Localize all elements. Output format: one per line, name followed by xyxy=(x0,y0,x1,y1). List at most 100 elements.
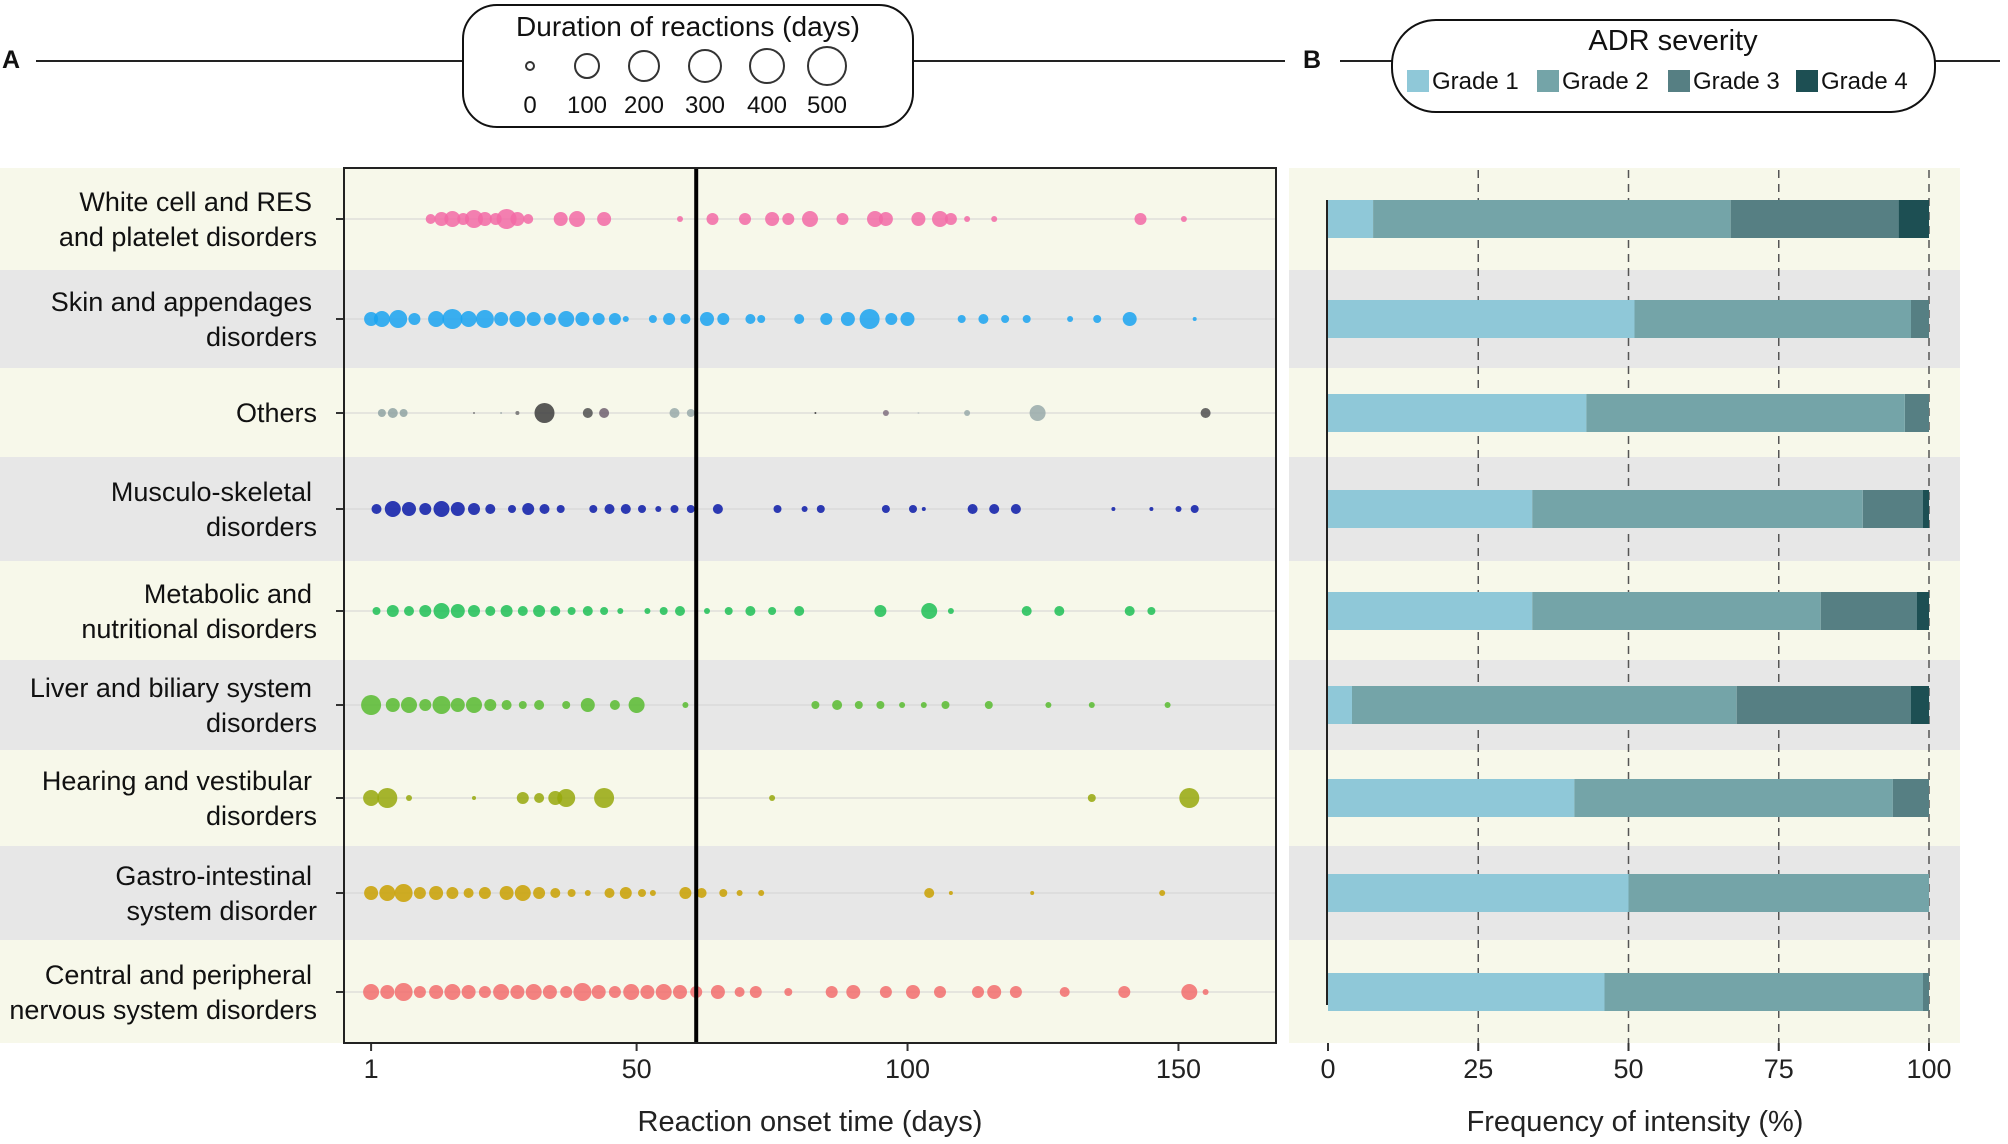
row-band-left xyxy=(0,457,344,561)
reaction-dot xyxy=(1147,607,1156,615)
reaction-dot xyxy=(413,887,426,899)
reaction-dot xyxy=(878,212,893,226)
dot-row xyxy=(363,788,1200,808)
reaction-dot xyxy=(622,316,629,322)
bar-segment xyxy=(1892,779,1929,817)
bar-segment xyxy=(1911,300,1929,338)
reaction-dot xyxy=(591,985,606,999)
reaction-dot xyxy=(516,792,529,804)
reaction-dot xyxy=(428,311,445,327)
reaction-dot xyxy=(619,887,632,899)
stacked-bar xyxy=(1328,300,1929,338)
x-tick-label: 0 xyxy=(1320,1054,1335,1084)
reaction-dot xyxy=(594,788,615,808)
row-band-left xyxy=(0,660,344,750)
bar-segment xyxy=(1911,686,1929,724)
dot-row xyxy=(425,209,1187,229)
reaction-dot xyxy=(669,408,680,418)
reaction-dot xyxy=(948,891,953,895)
reaction-dot xyxy=(991,216,998,222)
size-legend-label: 300 xyxy=(685,92,725,119)
bar-segment xyxy=(1328,973,1605,1011)
reaction-dot xyxy=(592,313,605,325)
reaction-dot xyxy=(719,889,728,897)
reaction-dot xyxy=(389,310,408,328)
row-labels: White cell and RES and platelet disorders… xyxy=(9,187,317,1025)
reaction-dot xyxy=(801,506,808,512)
reaction-dot xyxy=(402,502,416,516)
size-legend-circle xyxy=(749,48,785,84)
reaction-dot xyxy=(947,608,954,614)
reaction-dot xyxy=(406,795,412,801)
reaction-dot xyxy=(394,884,413,902)
reaction-dot xyxy=(749,986,762,998)
reaction-dot xyxy=(425,214,436,224)
severity-legend: ADR severity Grade 1 Grade 2 Grade 3 Grade … xyxy=(1391,19,1936,113)
bar-segment xyxy=(1352,686,1737,724)
stacked-bar xyxy=(1328,686,1929,724)
bar-segment xyxy=(1604,973,1923,1011)
reaction-dot xyxy=(500,605,513,617)
panel-b-x-axis-title: Frequency of intensity (%) xyxy=(1467,1106,1804,1138)
reaction-dot xyxy=(442,309,463,329)
size-legend-circle xyxy=(688,49,722,83)
reaction-dot xyxy=(608,986,621,998)
reaction-dot xyxy=(377,788,398,808)
reaction-dot xyxy=(463,888,474,898)
bar-segment xyxy=(1532,592,1821,630)
reaction-dot xyxy=(769,795,776,801)
reaction-dot xyxy=(465,210,483,228)
reaction-dot xyxy=(468,605,480,617)
reaction-dot xyxy=(517,606,528,616)
reaction-dot xyxy=(472,796,476,800)
reaction-dot xyxy=(1179,788,1200,808)
bar-segment xyxy=(1328,300,1635,338)
reaction-dot xyxy=(501,700,512,710)
bar-segment xyxy=(1898,200,1929,238)
reaction-dot xyxy=(509,311,526,327)
severity-legend-label: Grade 4 xyxy=(1821,68,1908,95)
reaction-dot xyxy=(1118,986,1131,998)
reaction-dot xyxy=(582,408,593,418)
stacked-bar xyxy=(1328,592,1929,630)
reaction-dot xyxy=(429,886,444,900)
reaction-dot xyxy=(1087,794,1096,802)
reaction-dot xyxy=(600,607,609,615)
reaction-dot xyxy=(859,309,880,329)
dot-row xyxy=(361,695,1171,715)
reaction-dot xyxy=(659,607,668,615)
bar-segment xyxy=(1328,779,1575,817)
reaction-dot xyxy=(364,312,379,326)
reaction-dot xyxy=(1093,315,1102,323)
reaction-dot xyxy=(768,607,777,615)
size-legend-label: 400 xyxy=(747,92,787,119)
reaction-dot xyxy=(686,505,695,513)
reaction-dot xyxy=(558,311,575,327)
reaction-dot xyxy=(620,504,631,514)
reaction-dot xyxy=(1059,987,1070,997)
reaction-dot xyxy=(526,312,541,326)
bar-segment xyxy=(1917,592,1929,630)
reaction-dot xyxy=(832,700,843,710)
severity-legend-title: ADR severity xyxy=(1588,25,1758,57)
bar-segment xyxy=(1328,592,1533,630)
size-legend-label: 0 xyxy=(523,92,536,119)
size-legend-label: 100 xyxy=(567,92,607,119)
row-band-left xyxy=(0,561,344,660)
reaction-dot xyxy=(567,607,576,615)
reaction-dot xyxy=(413,986,426,998)
row-band-left xyxy=(0,168,344,270)
row-label-line2: disorders xyxy=(206,322,317,352)
reaction-dot xyxy=(363,984,380,1000)
reaction-dot xyxy=(710,985,725,999)
severity-legend-label: Grade 1 xyxy=(1432,68,1519,95)
reaction-dot xyxy=(706,213,719,225)
reaction-dot xyxy=(758,890,765,896)
size-legend-circle xyxy=(574,53,600,79)
reaction-dot xyxy=(941,701,950,709)
reaction-dot xyxy=(757,315,766,323)
panel-a-plot: 1 50 100 150 Reaction onset time (days) xyxy=(336,167,1277,1138)
reaction-dot xyxy=(515,411,520,415)
reaction-dot xyxy=(584,890,591,896)
